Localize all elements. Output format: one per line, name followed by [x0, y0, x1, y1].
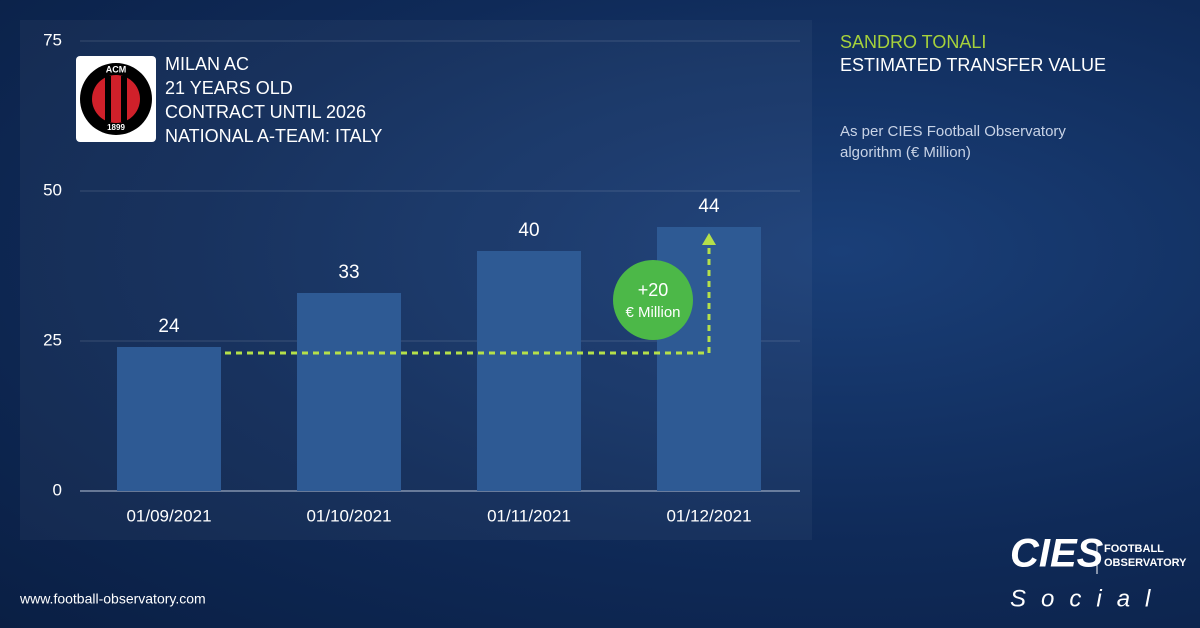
brand: CIES	[1010, 532, 1104, 576]
tagline: Social	[1010, 585, 1165, 612]
y-tick-label: 50	[43, 180, 62, 199]
info-line: NATIONAL A-TEAM: ITALY	[165, 126, 382, 146]
brand-sub: FOOTBALL	[1104, 543, 1164, 555]
bar	[297, 293, 401, 491]
annotation-text: € Million	[625, 304, 680, 321]
info-line: 21 YEARS OLD	[165, 78, 293, 98]
club-logo-stripe	[121, 76, 127, 122]
annotation-badge	[613, 260, 693, 340]
value-label: 44	[698, 196, 720, 217]
chart-title: ESTIMATED TRANSFER VALUE	[840, 55, 1107, 75]
club-logo-text: 1899	[107, 123, 125, 132]
info-line: MILAN AC	[165, 54, 249, 74]
annotation-text: +20	[638, 280, 669, 300]
brand-sub: OBSERVATORY	[1104, 557, 1187, 569]
club-logo-stripe	[105, 76, 111, 122]
x-tick-label: 01/11/2021	[487, 506, 571, 525]
annotation-arrowhead	[702, 233, 716, 245]
y-tick-label: 25	[43, 330, 62, 349]
value-label: 24	[158, 316, 180, 337]
annotation-arrow	[225, 239, 711, 355]
x-tick-label: 01/10/2021	[306, 506, 391, 525]
info-line: CONTRACT UNTIL 2026	[165, 102, 366, 122]
bar	[477, 251, 581, 491]
value-label: 33	[338, 262, 359, 283]
y-tick-label: 75	[43, 30, 62, 49]
y-tick-label: 0	[53, 480, 62, 499]
x-tick-label: 01/09/2021	[126, 506, 211, 525]
chart-subtitle: As per CIES Football Observatory algorit…	[840, 123, 1066, 161]
value-label: 40	[518, 220, 539, 241]
bar	[117, 347, 221, 491]
player-name: SANDRO TONALI	[840, 32, 987, 52]
club-logo-text: ACM	[106, 64, 127, 74]
club-logo-center	[92, 75, 140, 123]
x-tick-label: 01/12/2021	[666, 506, 751, 525]
footer-url: www.football-observatory.com	[19, 591, 206, 607]
